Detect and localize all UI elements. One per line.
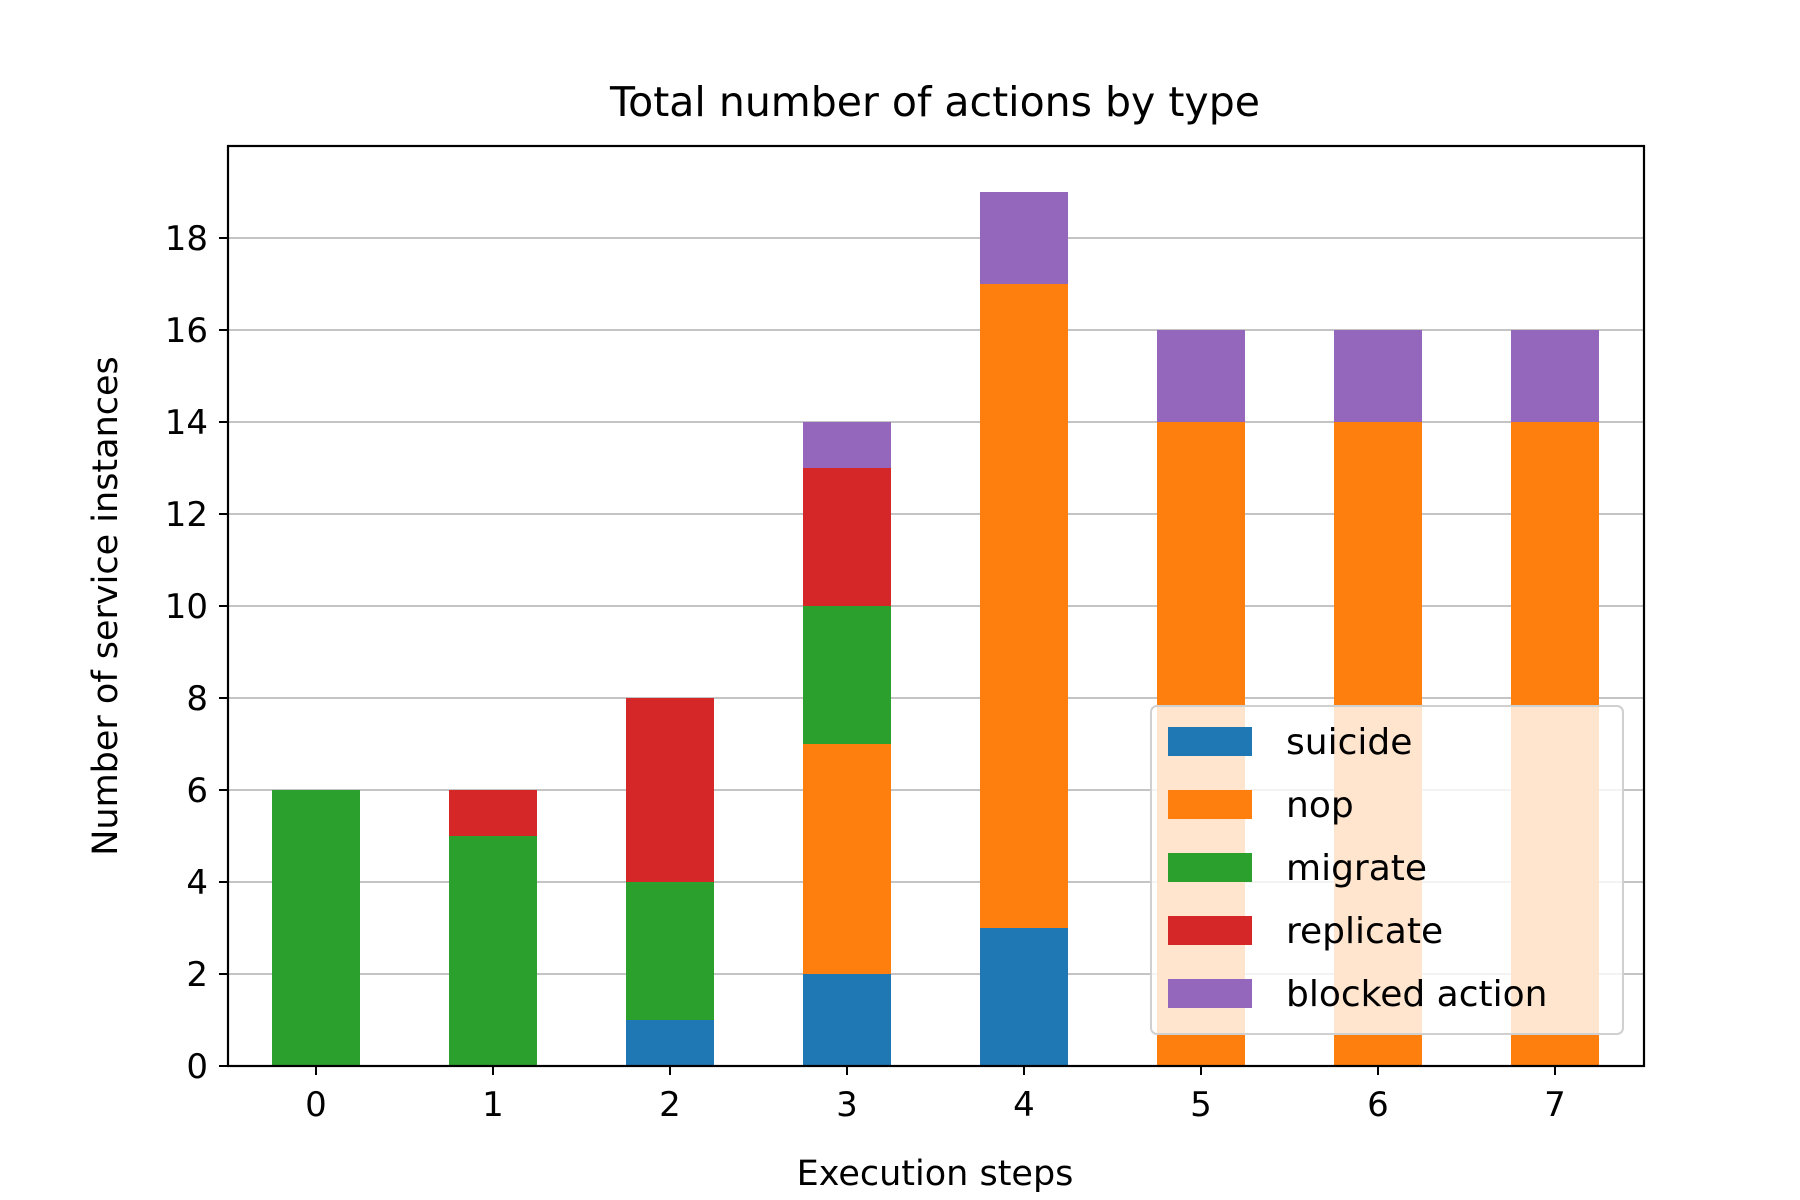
legend-label-blocked-action: blocked action	[1286, 974, 1548, 1015]
y-tick-label-10: 10	[165, 587, 208, 627]
legend-swatch-nop	[1168, 790, 1252, 819]
y-axis-label: Number of service instances	[86, 356, 126, 856]
bar-nop-step-3	[803, 744, 891, 974]
bar-suicide-step-3	[803, 974, 891, 1066]
bar-migrate-step-0	[272, 790, 360, 1066]
y-tick-label-0: 0	[186, 1047, 208, 1087]
legend-swatch-replicate	[1168, 916, 1252, 945]
bar-blocked-action-step-4	[980, 192, 1068, 284]
x-tick-label-2: 2	[659, 1085, 681, 1125]
legend: suicide nop migrate replicate blocked action	[1150, 705, 1624, 1035]
bar-migrate-step-3	[803, 606, 891, 744]
y-axis-ticks: 0 2 4 6 8 10 12 14 16 18	[165, 219, 228, 1087]
legend-swatch-suicide	[1168, 727, 1252, 756]
bar-replicate-step-1	[449, 790, 537, 836]
x-tick-label-3: 3	[836, 1085, 858, 1125]
bar-suicide-step-4	[980, 928, 1068, 1066]
x-tick-label-0: 0	[305, 1085, 327, 1125]
bar-migrate-step-1	[449, 836, 537, 1066]
y-tick-label-16: 16	[165, 311, 208, 351]
legend-swatch-migrate	[1168, 853, 1252, 882]
bar-blocked-action-step-3	[803, 422, 891, 468]
x-tick-label-5: 5	[1190, 1085, 1212, 1125]
y-tick-label-18: 18	[165, 219, 208, 259]
bar-suicide-step-2	[626, 1020, 714, 1066]
y-tick-label-4: 4	[186, 863, 208, 903]
bar-nop-step-4	[980, 284, 1068, 928]
legend-swatch-blocked-action	[1168, 979, 1252, 1008]
chart-title: Total number of actions by type	[609, 78, 1260, 126]
legend-label-nop: nop	[1286, 785, 1354, 826]
bar-replicate-step-2	[626, 698, 714, 882]
x-tick-label-1: 1	[482, 1085, 504, 1125]
bar-blocked-action-step-5	[1157, 330, 1245, 422]
y-tick-label-6: 6	[186, 771, 208, 811]
x-tick-label-4: 4	[1013, 1085, 1035, 1125]
bars	[272, 192, 1599, 1066]
bar-migrate-step-2	[626, 882, 714, 1020]
legend-label-replicate: replicate	[1286, 911, 1443, 952]
legend-box	[1150, 705, 1624, 1035]
legend-label-suicide: suicide	[1286, 722, 1412, 763]
y-tick-label-14: 14	[165, 403, 208, 443]
bar-blocked-action-step-6	[1334, 330, 1422, 422]
bar-replicate-step-3	[803, 468, 891, 606]
y-tick-label-2: 2	[186, 955, 208, 995]
legend-label-migrate: migrate	[1286, 848, 1427, 889]
x-axis-label: Execution steps	[797, 1154, 1074, 1194]
y-tick-label-8: 8	[186, 679, 208, 719]
bar-blocked-action-step-7	[1511, 330, 1599, 422]
x-axis-ticks: 0 1 2 3 4 5 6 7	[305, 1066, 1566, 1125]
y-tick-label-12: 12	[165, 495, 208, 535]
x-tick-label-6: 6	[1367, 1085, 1389, 1125]
x-tick-label-7: 7	[1544, 1085, 1566, 1125]
